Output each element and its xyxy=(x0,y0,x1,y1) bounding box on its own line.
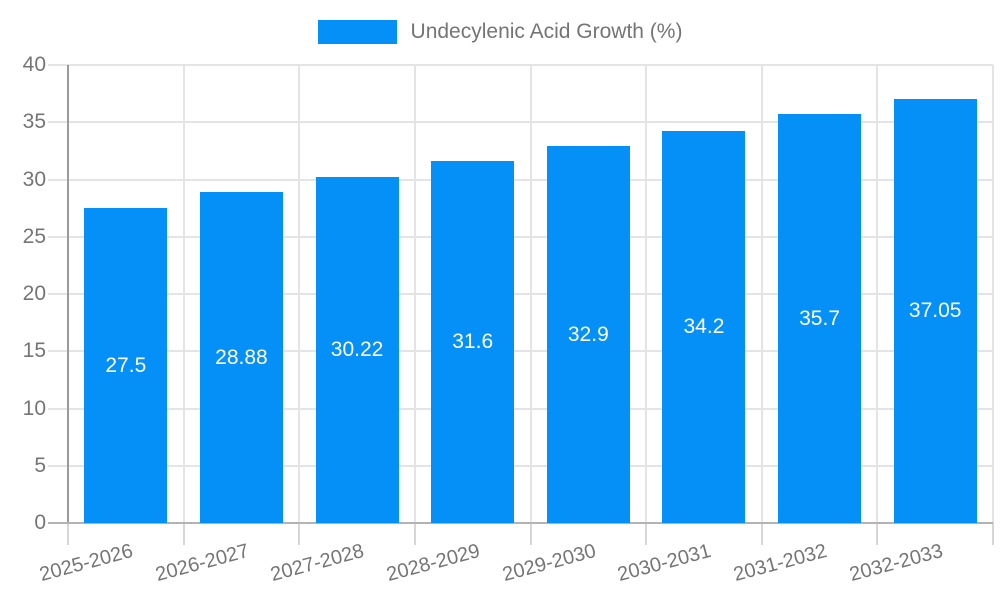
y-tick-label: 30 xyxy=(22,167,46,191)
bar xyxy=(84,208,168,523)
y-tick-label: 10 xyxy=(22,396,46,420)
bar-value-label: 31.6 xyxy=(452,330,494,354)
y-axis-line xyxy=(67,65,69,523)
x-tick-label: 2027-2028 xyxy=(268,540,367,587)
gridline-horizontal xyxy=(48,235,993,238)
x-axis-tick xyxy=(876,523,879,545)
x-tick-label: 2031-2032 xyxy=(731,540,830,587)
x-tick-label: 2029-2030 xyxy=(499,540,599,587)
y-tick-label: 40 xyxy=(22,53,46,76)
bar xyxy=(546,146,630,523)
x-tick-label: 2025-2026 xyxy=(37,540,136,587)
gridline-horizontal xyxy=(48,350,993,353)
x-axis-line xyxy=(48,522,993,524)
bar-value-label: 30.22 xyxy=(330,337,384,361)
y-tick-label: 35 xyxy=(22,110,46,134)
x-axis-tick xyxy=(298,523,301,545)
x-axis-tick xyxy=(992,523,994,545)
x-axis-tick xyxy=(182,523,185,545)
y-tick-label: 15 xyxy=(22,339,46,363)
bar-value-label: 27.5 xyxy=(105,353,147,377)
x-axis-tick xyxy=(760,523,763,545)
x-tick-label: 2026-2027 xyxy=(153,540,252,587)
gridline-horizontal xyxy=(48,293,993,295)
bar xyxy=(315,176,399,523)
x-axis-tick xyxy=(645,523,648,545)
y-tick-label: 20 xyxy=(22,282,46,305)
bar xyxy=(893,98,977,523)
bar-value-label: 37.05 xyxy=(908,298,962,322)
legend-swatch xyxy=(317,20,397,44)
bar-value-label: 32.9 xyxy=(567,322,609,346)
x-tick-label: 2030-2031 xyxy=(615,540,714,587)
bar xyxy=(431,161,515,523)
y-tick-label: 5 xyxy=(34,453,46,477)
x-axis-tick xyxy=(413,523,416,545)
bar-value-label: 35.7 xyxy=(799,306,840,330)
gridline-horizontal xyxy=(48,178,993,181)
gridline-vertical xyxy=(760,65,763,523)
gridline-horizontal xyxy=(48,64,993,66)
y-tick-label: 25 xyxy=(22,224,46,248)
gridline-horizontal xyxy=(48,464,993,467)
x-axis-tick xyxy=(67,523,69,545)
gridline-vertical xyxy=(413,65,416,523)
bar-value-label: 34.2 xyxy=(683,315,725,339)
bar xyxy=(778,114,862,523)
gridline-vertical xyxy=(876,65,879,523)
gridline-vertical xyxy=(298,65,301,523)
gridline-vertical xyxy=(529,65,532,523)
legend-label: Undecylenic Acid Growth (%) xyxy=(410,20,683,43)
y-tick-label: 0 xyxy=(34,511,46,534)
bar xyxy=(199,192,283,523)
gridline-vertical xyxy=(992,65,994,523)
x-tick-label: 2028-2029 xyxy=(384,540,483,587)
legend[interactable]: Undecylenic Acid Growth (%) xyxy=(0,20,1000,44)
x-tick-label: 2032-2033 xyxy=(846,540,945,587)
bar-value-label: 28.88 xyxy=(215,345,268,369)
bar xyxy=(662,131,746,523)
gridline-horizontal xyxy=(48,407,993,410)
gridline-vertical xyxy=(182,65,185,523)
gridline-vertical xyxy=(645,65,648,523)
gridline-horizontal xyxy=(48,121,993,124)
x-axis-tick xyxy=(529,523,532,545)
